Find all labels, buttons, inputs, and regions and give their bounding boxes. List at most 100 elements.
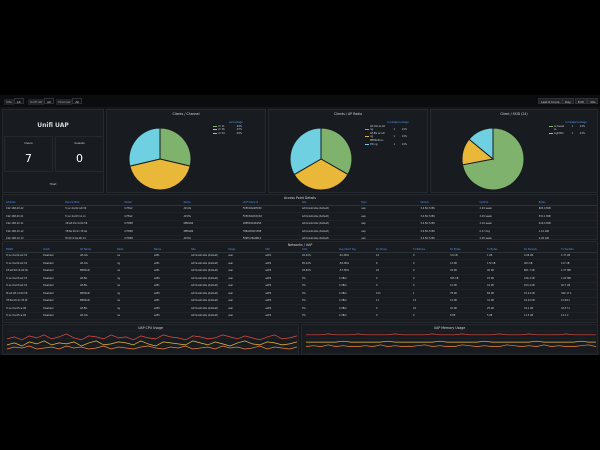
channel-variable-label: Channel: [56, 99, 73, 105]
uap-variable-value[interactable]: All: [44, 98, 54, 104]
table-row: fc:ec:da:0f:ca:49 Disabled AP-OG na wifi0 Adm…: [5, 312, 597, 320]
table-cell: 0%: [301, 274, 338, 283]
table-row: 192.168.20.21 fc:ec:da:03:xx:xx U7PG2 AP-EG…: [5, 212, 597, 221]
net-column-header[interactable]: Tx Bytes: [486, 247, 523, 253]
net-column-header[interactable]: Avg Client Sig: [338, 247, 375, 253]
table-cell: 0: [375, 304, 412, 313]
ap-column-header[interactable]: Bytes: [537, 200, 597, 206]
table-cell: 0%: [301, 297, 338, 305]
table-row: 192.168.10.12 78:8a:20:4c:35:9e U7MSH MEDIA…: [5, 227, 597, 236]
table-cell: uap: [360, 205, 420, 213]
pie-slice[interactable]: [468, 127, 494, 161]
table-cell: 13: [412, 297, 449, 305]
net-column-header[interactable]: Tx Packets: [560, 247, 597, 253]
table-cell: MEDIAN: [79, 297, 116, 305]
table-cell: 0%: [301, 304, 338, 313]
pie-slice[interactable]: [289, 127, 322, 176]
ap-column-header[interactable]: Address: [5, 200, 65, 206]
table-cell: 8 kB: [449, 312, 486, 320]
table-cell: 0%: [301, 312, 338, 320]
legend-row[interactable]: AP-EG ac-LR ng 1 14%: [365, 132, 409, 139]
site-variable[interactable]: Site All: [4, 98, 24, 105]
pie-slice[interactable]: [159, 127, 192, 167]
edit-button[interactable]: Edit: [575, 98, 587, 104]
table-cell: fc:ec:da:0f:ca:48: [5, 304, 42, 313]
table-cell: na: [116, 297, 153, 305]
ap-details-panel: Access Point Details Address Device MAC Mo…: [2, 194, 598, 240]
table-cell: 78 kB: [449, 289, 486, 298]
table-cell: 1.37 MB: [560, 267, 597, 275]
series-line: [6, 345, 298, 350]
net-column-header[interactable]: Radio: [116, 247, 153, 253]
net-column-header[interactable]: Name: [153, 247, 190, 253]
legend-row[interactable]: AP-OG ac-LR ng 1 14%: [365, 125, 409, 132]
net-column-header[interactable]: Rx Packets: [523, 247, 560, 253]
table-cell: FCECDA02E030: [241, 205, 301, 213]
net-column-header[interactable]: VLAN: [42, 247, 79, 253]
channel-variable[interactable]: Channel All: [56, 98, 83, 105]
table-cell: wifi1: [153, 259, 190, 268]
legend-name: w-Guest: [554, 124, 564, 128]
table-cell: U7MSH: [123, 220, 183, 228]
table-cell: 2.29 GiB: [537, 235, 597, 239]
net-column-header[interactable]: ESSID: [5, 247, 42, 253]
table-cell: Administratie (default): [190, 259, 227, 268]
unifi-uap-panel: Unifi UAP Users 7 Guests 0 Host: [2, 109, 104, 193]
legend-row[interactable]: ch 11 29%: [213, 125, 243, 129]
ap-column-header[interactable]: UniFi Serie #: [241, 200, 301, 206]
cpu-usage-title: UAP CPU Usage: [138, 326, 163, 330]
ap-column-header[interactable]: Site: [300, 200, 361, 206]
table-cell: uAP4: [264, 259, 301, 268]
table-cell: Administratie (default): [190, 312, 227, 320]
site-variable-value[interactable]: All: [13, 98, 24, 104]
table-cell: user: [227, 282, 264, 290]
table-cell: 0: [412, 259, 449, 268]
series-line: [6, 333, 298, 341]
table-cell: Disabled: [42, 252, 79, 260]
table-cell: 342.17 k: [560, 289, 597, 298]
legend-row[interactable]: w-Guest 1 14%: [549, 125, 587, 129]
uap-variable-label: UniFi AP: [28, 99, 45, 105]
legend-row[interactable]: ch 36 43%: [213, 128, 243, 132]
ap-column-header[interactable]: Uptime: [478, 200, 538, 206]
net-column-header[interactable]: CCQ: [301, 247, 338, 253]
net-column-header[interactable]: Usage: [227, 247, 264, 253]
table-cell: 0: [375, 282, 412, 290]
day-button[interactable]: Day: [562, 98, 574, 104]
net-column-header[interactable]: UAP: [264, 247, 301, 253]
ap-column-header[interactable]: Version: [419, 200, 479, 206]
legend-row[interactable]: w-LightPro 1 14%: [549, 128, 587, 135]
ap-column-header[interactable]: Name: [182, 200, 242, 206]
net-column-header[interactable]: AP Name: [79, 247, 116, 253]
net-column-header[interactable]: Tx Retries: [412, 247, 449, 253]
time-range-button[interactable]: Last 6 hours: [538, 98, 563, 104]
pie-slice[interactable]: [129, 158, 191, 191]
table-cell: U7MSH: [123, 227, 183, 236]
table-cell: AP-EG: [79, 282, 116, 290]
table-cell: 192.168.20.22: [5, 205, 65, 213]
legend-row[interactable]: MEDIAN ac-HD ng 1 14%: [365, 139, 409, 146]
table-cell: fc:ec:da:02:e0:34: [5, 259, 42, 268]
legend-row[interactable]: ch 44 29%: [213, 132, 243, 136]
refresh-button[interactable]: 30s: [587, 98, 599, 104]
net-column-header[interactable]: Rx Bytes: [449, 247, 486, 253]
table-cell: wifi0: [153, 274, 190, 283]
uap-variable[interactable]: UniFi AP All: [28, 98, 54, 105]
ap-column-header[interactable]: Type: [360, 200, 420, 206]
net-column-header[interactable]: Rx Drops: [375, 247, 412, 253]
pie-slice[interactable]: [320, 127, 353, 176]
ap-column-header[interactable]: Device MAC: [64, 200, 124, 206]
net-column-header[interactable]: Site: [190, 247, 227, 253]
channel-variable-value[interactable]: All: [72, 98, 83, 104]
table-row: f4:e4:28:c4:62:58 Disabled MEDIAN ng wifi0 Ad…: [5, 289, 597, 298]
table-cell: 18:e8:29:c4:62:5b: [5, 267, 42, 275]
clients-ap-radio-panel: Clients / AP Radio currentpercentage AP-…: [268, 109, 428, 193]
table-cell: Administratie (default): [190, 252, 227, 260]
table-cell: uAP4: [264, 282, 301, 290]
table-cell: user: [227, 304, 264, 313]
table-cell: 14 kB: [449, 297, 486, 305]
pie-slice[interactable]: [128, 127, 161, 167]
cpu-usage-panel: UAP CPU Usage: [2, 324, 299, 355]
ap-column-header[interactable]: Model: [123, 200, 183, 206]
pie-slice[interactable]: [293, 158, 349, 191]
